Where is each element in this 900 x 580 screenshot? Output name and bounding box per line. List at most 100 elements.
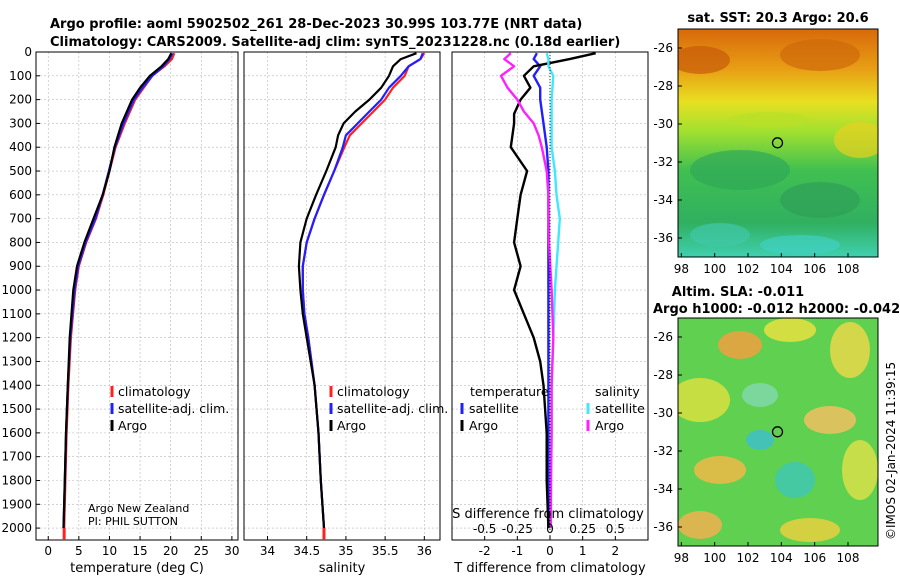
x-tick-label: 34.5 (293, 544, 320, 558)
sst-texture-blob (834, 122, 878, 158)
sst-texture-blob (690, 223, 750, 247)
depth-tick-label: 1800 (1, 473, 32, 487)
x-tick-label: 35.5 (372, 544, 399, 558)
sla-map-subtitle: Argo h1000: -0.012 h2000: -0.042 (653, 302, 900, 317)
legend-label: Argo (118, 418, 147, 433)
legend-label: satellite (469, 401, 519, 416)
sst-field-texture (678, 39, 878, 255)
legend-label: climatology (337, 384, 410, 399)
depth-tick-label: 100 (9, 69, 32, 83)
map-y-tick-label: -32 (653, 444, 673, 458)
depth-tick-label: 1500 (1, 402, 32, 416)
sla-argo-marker (771, 426, 784, 438)
sst-texture-blob (760, 235, 840, 255)
depth-tick-label: 200 (9, 93, 32, 107)
depth-tick-label: 0 (24, 45, 32, 59)
depth-tick-label: 700 (9, 212, 32, 226)
x-tick-label: 36 (417, 544, 432, 558)
depth-tick-label: 500 (9, 164, 32, 178)
legend-label: Argo (469, 418, 498, 433)
depth-tick-label: 1400 (1, 378, 32, 392)
series-group (62, 52, 176, 529)
legend-label: satellite (595, 401, 645, 416)
map-y-tick-label: -26 (653, 41, 673, 55)
x-axis-label: T difference from climatology (453, 561, 646, 576)
sla-texture-blob (842, 440, 878, 500)
map-x-tick-label: 100 (703, 262, 726, 276)
series-line-argo (297, 52, 417, 529)
x-tick-label: 0 (546, 544, 554, 558)
series-group (297, 52, 426, 529)
sla-texture-blob (764, 318, 816, 342)
salinity-panel: 34 34.5 35 35.5 36 salinity climatology satelli… (243, 51, 448, 576)
top-tick-label: 0 (546, 522, 554, 536)
map-x-tick-label: 106 (803, 262, 826, 276)
series-group (499, 52, 596, 529)
sst-texture-blob (730, 112, 810, 128)
sst-map-title: sat. SST: 20.3 Argo: 20.6 (687, 11, 868, 26)
depth-tick-label: 1300 (1, 354, 32, 368)
plot-frame (35, 51, 239, 541)
sst-map-ticks: 98 100 102 104 106 108 -26 -28 -30 -32 -34 -36 (653, 41, 859, 276)
sla-field-texture (678, 318, 878, 542)
x-tick-label: 5 (75, 544, 83, 558)
map-y-tick-label: -34 (653, 193, 673, 207)
x-axis-label: temperature (deg C) (70, 561, 204, 576)
depth-tick-label: 300 (9, 116, 32, 130)
depth-tick-label: 2000 (1, 521, 32, 535)
sla-texture-blob (780, 518, 840, 542)
map-y-tick-label: -36 (653, 520, 673, 534)
depth-tick-label: 1000 (1, 283, 32, 297)
x-tick-label: 15 (132, 544, 147, 558)
depth-tick-label: 400 (9, 140, 32, 154)
sst-texture-blob (780, 182, 860, 218)
x-tick-label: 30 (224, 544, 239, 558)
difference-panel: -2 -1 0 1 2 T difference from climatology S di… (451, 51, 649, 576)
map-x-tick-label: 106 (803, 551, 826, 565)
sla-texture-blob (678, 378, 730, 422)
depth-tick-label: 900 (9, 259, 32, 273)
series-line-temperature-argo (509, 52, 596, 529)
legend-label: satellite-adj. clim. (337, 401, 448, 416)
top-tick-label: -0.25 (502, 522, 533, 536)
map-x-tick-label: 98 (674, 262, 689, 276)
map-x-tick-label: 104 (770, 262, 793, 276)
plot-frame (243, 51, 441, 541)
map-y-tick-label: -28 (653, 368, 673, 382)
top-tick-label: 0.5 (606, 522, 625, 536)
sla-texture-blob (746, 430, 774, 450)
argo-annotation-line2: PI: PHIL SUTTON (88, 515, 178, 528)
x-tick-label: 10 (102, 544, 117, 558)
figure-title-line1: Argo profile: aoml 5902502_261 28-Dec-20… (50, 17, 582, 32)
x-axis-label: salinity (319, 561, 366, 576)
map-x-tick-label: 102 (737, 262, 760, 276)
legend-title-salinity: salinity (595, 384, 640, 399)
x-tick-label: 35 (338, 544, 353, 558)
sla-texture-blob (804, 406, 856, 434)
legend-label: Argo (595, 418, 624, 433)
temperature-panel: 0 5 10 15 20 25 300100200300400500600700800900… (1, 45, 239, 576)
map-y-tick-label: -26 (653, 330, 673, 344)
series-line-argo (62, 52, 173, 529)
sst-map-frame (677, 28, 879, 258)
series-line-temperature-satellite (532, 52, 550, 529)
map-y-tick-label: -34 (653, 482, 673, 496)
x-tick-label: 25 (194, 544, 209, 558)
depth-tick-label: 600 (9, 188, 32, 202)
sla-map-panel: Altim. SLA: -0.011 Argo h1000: -0.012 h2… (653, 285, 900, 565)
x-tick-label: 34 (260, 544, 275, 558)
sst-map-panel: sat. SST: 20.3 Argo: 20.6 98 100 102 104 106… (653, 11, 879, 276)
sla-texture-blob (830, 322, 870, 378)
depth-tick-label: 1700 (1, 450, 32, 464)
depth-tick-label: 1100 (1, 307, 32, 321)
top-tick-label: 0.25 (569, 522, 596, 536)
map-x-tick-label: 108 (837, 551, 860, 565)
legend-label: climatology (118, 384, 191, 399)
map-x-tick-label: 104 (770, 551, 793, 565)
sla-texture-blob (678, 511, 722, 539)
sla-texture-blob (742, 383, 778, 407)
x-tick-label: 20 (163, 544, 178, 558)
sla-map-title: Altim. SLA: -0.011 (672, 285, 804, 300)
sst-texture-blob (690, 150, 790, 190)
